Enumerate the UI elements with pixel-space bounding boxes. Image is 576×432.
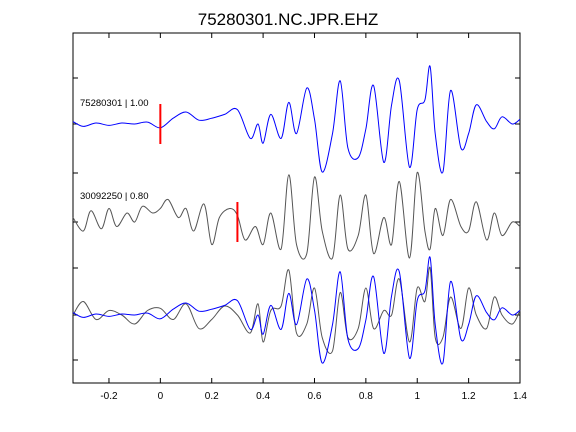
trace-2-label: 30092250 | 0.80 — [80, 191, 149, 202]
trace-1-label: 75280301 | 1.00 — [80, 98, 149, 109]
x-tick-label: 0.2 — [205, 391, 219, 402]
overlay-blue-waveform — [72, 256, 521, 365]
x-tick-label: -0.2 — [100, 391, 118, 402]
x-tick-label: 1.2 — [462, 391, 476, 402]
x-axis: -0.2 0 0.2 0.4 0.6 0.8 1 1.2 1.4 — [100, 33, 527, 402]
chart-title: 75280301.NC.JPR.EHZ — [198, 10, 378, 29]
trace-2-waveform — [72, 171, 521, 260]
trace-group: 75280301 | 1.00 30092250 | 0.80 — [72, 65, 521, 365]
overlay-gray-waveform — [72, 266, 521, 355]
x-tick-label: 0.4 — [256, 391, 270, 402]
trace-1-waveform — [72, 65, 521, 174]
x-tick-label: 0 — [158, 391, 164, 402]
x-tick-label: 0.6 — [308, 391, 322, 402]
plot-frame — [72, 32, 521, 384]
x-tick-label: 1 — [414, 391, 420, 402]
y-tick-marks — [73, 77, 520, 361]
x-tick-label: 1.4 — [513, 391, 527, 402]
x-tick-label: 0.8 — [359, 391, 373, 402]
